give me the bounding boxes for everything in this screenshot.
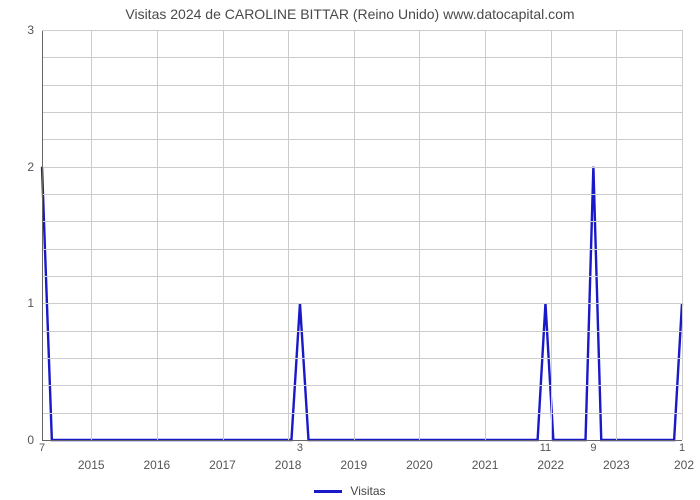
plot-border-top (42, 30, 682, 31)
grid-line-h (42, 167, 682, 168)
grid-line-v (551, 30, 552, 440)
spike-value-label: 7 (39, 440, 45, 454)
chart-legend: Visitas (0, 484, 700, 498)
chart-title: Visitas 2024 de CAROLINE BITTAR (Reino U… (0, 6, 700, 22)
y-tick-label: 1 (27, 296, 42, 310)
x-tick-label: 2023 (603, 440, 630, 472)
grid-line-v (223, 30, 224, 440)
spike-value-label: 3 (297, 440, 303, 454)
grid-line-v (157, 30, 158, 440)
line-series (42, 30, 682, 440)
grid-line-h (42, 194, 682, 195)
x-tick-label: 2016 (144, 440, 171, 472)
grid-line-v (91, 30, 92, 440)
spike-value-label: 1 (679, 440, 685, 454)
grid-line-h (42, 85, 682, 86)
legend-label: Visitas (350, 484, 385, 498)
grid-line-h (42, 303, 682, 304)
x-tick-label: 2015 (78, 440, 105, 472)
spike-value-label: 11 (540, 440, 551, 454)
grid-line-v (354, 30, 355, 440)
grid-line-h (42, 221, 682, 222)
grid-line-v (616, 30, 617, 440)
x-tick-label: 2021 (472, 440, 499, 472)
grid-line-h (42, 358, 682, 359)
grid-line-h (42, 112, 682, 113)
grid-line-h (42, 139, 682, 140)
visits-chart: Visitas 2024 de CAROLINE BITTAR (Reino U… (0, 0, 700, 500)
y-tick-label: 3 (27, 23, 42, 37)
grid-line-v (419, 30, 420, 440)
grid-line-h (42, 249, 682, 250)
grid-line-h (42, 385, 682, 386)
y-tick-label: 2 (27, 160, 42, 174)
grid-line-h (42, 331, 682, 332)
grid-line-v (288, 30, 289, 440)
grid-line-h (42, 57, 682, 58)
plot-area: 0123201520162017201820192020202120222023… (42, 30, 682, 440)
legend-swatch (314, 490, 342, 493)
spike-value-label: 9 (590, 440, 596, 454)
grid-line-h (42, 276, 682, 277)
grid-line-h (42, 413, 682, 414)
x-tick-label: 2020 (406, 440, 433, 472)
x-axis-line (42, 440, 682, 441)
grid-line-v (485, 30, 486, 440)
x-tick-label: 2017 (209, 440, 236, 472)
x-tick-label: 2019 (340, 440, 367, 472)
plot-border-right (682, 30, 683, 440)
y-axis-line (42, 30, 43, 440)
